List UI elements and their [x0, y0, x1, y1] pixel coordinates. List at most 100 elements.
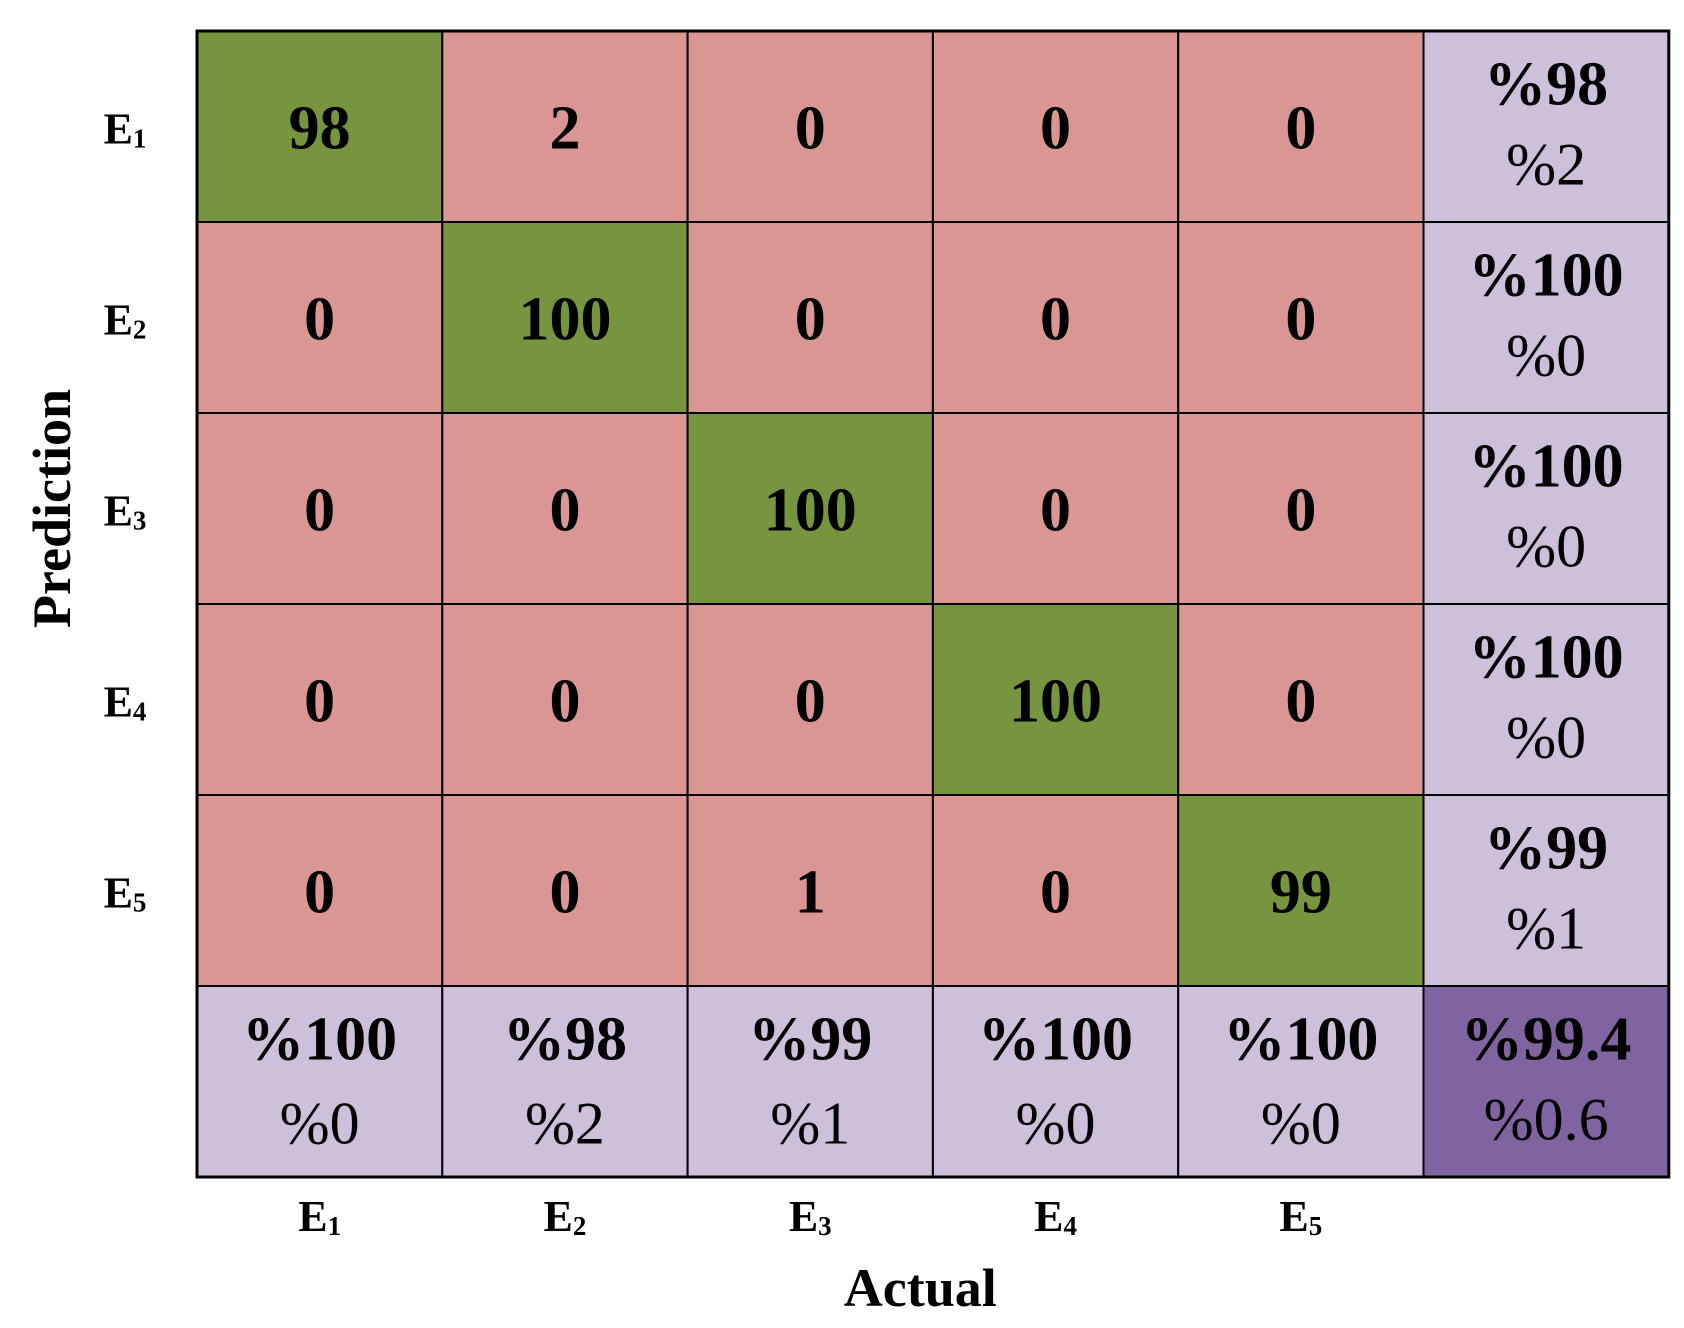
- column-summary-cell-5: [1177, 985, 1425, 1178]
- x-tick-label-3-base: E: [789, 1192, 818, 1241]
- y-tick-label-5-subscript: 5: [133, 888, 147, 918]
- x-tick-label-3-subscript: 3: [818, 1211, 832, 1241]
- row-summary-correct-4: %100: [1469, 623, 1624, 691]
- y-tick-label-2-base: E: [104, 295, 133, 344]
- row-summary-correct-3: %100: [1469, 432, 1624, 500]
- x-tick-label-2-base: E: [544, 1192, 573, 1241]
- x-tick-label-4: E4: [1034, 1192, 1077, 1242]
- matrix-value-r2-c5: 0: [1285, 286, 1316, 354]
- overall-correct: %99.4: [1461, 1005, 1632, 1073]
- matrix-value-r1-c4: 0: [1040, 95, 1071, 163]
- y-tick-label-1: E1: [104, 104, 147, 154]
- y-tick-label-2: E2: [104, 295, 147, 345]
- matrix-value-r3-c5: 0: [1285, 477, 1316, 545]
- x-tick-label-1: E1: [298, 1192, 341, 1242]
- matrix-value-r4-c5: 0: [1285, 668, 1316, 736]
- matrix-cell-r1-c4: [931, 30, 1180, 223]
- row-summary-cell-4: [1422, 603, 1670, 796]
- matrix-cell-r4-c3: [686, 603, 934, 796]
- matrix-cell-r5-c3: [686, 794, 934, 987]
- matrix-value-r2-c2: 100: [518, 286, 611, 354]
- y-tick-label-4: E4: [104, 677, 147, 727]
- matrix-cell-r4-c2: [441, 603, 689, 796]
- column-summary-cell-1: [196, 985, 444, 1178]
- row-summary-cell-2: [1422, 221, 1670, 414]
- matrix-cell-r3-c3: [686, 412, 934, 605]
- matrix-value-r1-c1: 98: [289, 95, 351, 163]
- column-summary-error-4: %0: [1016, 1091, 1096, 1157]
- column-summary-error-5: %0: [1261, 1091, 1341, 1157]
- matrix-value-r5-c3: 1: [795, 859, 826, 927]
- row-summary-correct-2: %100: [1469, 241, 1624, 309]
- x-tick-label-5-base: E: [1279, 1192, 1308, 1241]
- column-summary-correct-3: %99: [748, 1005, 872, 1073]
- matrix-cell-r1-c2: [441, 30, 689, 223]
- matrix-value-r3-c2: 0: [549, 477, 580, 545]
- row-summary-cell-3: [1422, 412, 1670, 605]
- matrix-cell-r5-c5: [1177, 794, 1425, 987]
- column-summary-correct-4: %100: [978, 1005, 1133, 1073]
- x-tick-label-2-subscript: 2: [573, 1211, 587, 1241]
- row-summary-error-4: %0: [1506, 705, 1586, 771]
- y-tick-label-2-subscript: 2: [133, 315, 147, 345]
- x-tick-label-4-subscript: 4: [1063, 1211, 1077, 1241]
- matrix-cell-r3-c5: [1177, 412, 1425, 605]
- matrix-value-r1-c2: 2: [549, 95, 580, 163]
- matrix-cell-r1-c5: [1177, 30, 1425, 223]
- matrix-value-r4-c3: 0: [795, 668, 826, 736]
- matrix-value-r3-c3: 100: [764, 477, 857, 545]
- matrix-value-r5-c2: 0: [549, 859, 580, 927]
- matrix-value-r5-c4: 0: [1040, 859, 1071, 927]
- column-summary-error-1: %0: [280, 1091, 360, 1157]
- row-summary-error-1: %2: [1506, 132, 1586, 198]
- x-axis-title: Actual: [844, 1258, 997, 1318]
- matrix-outer-border: [195, 29, 1671, 1179]
- column-summary-error-2: %2: [525, 1091, 605, 1157]
- matrix-cell-r4-c4: [931, 603, 1180, 796]
- matrix-value-r4-c2: 0: [549, 668, 580, 736]
- matrix-cell-r3-c4: [931, 412, 1180, 605]
- y-tick-label-3-subscript: 3: [133, 506, 147, 536]
- matrix-cell-r4-c5: [1177, 603, 1425, 796]
- x-tick-label-1-subscript: 1: [328, 1211, 342, 1241]
- matrix-value-r2-c1: 0: [304, 286, 335, 354]
- matrix-cell-r1-c1: [196, 30, 444, 223]
- x-tick-label-4-base: E: [1034, 1192, 1063, 1241]
- column-summary-error-3: %1: [770, 1091, 850, 1157]
- matrix-cell-r2-c1: [196, 221, 444, 414]
- matrix-value-r2-c3: 0: [795, 286, 826, 354]
- matrix-cell-r5-c2: [441, 794, 689, 987]
- row-summary-error-2: %0: [1506, 323, 1586, 389]
- y-tick-label-1-base: E: [104, 104, 133, 153]
- y-tick-label-5: E5: [104, 868, 147, 918]
- row-summary-error-3: %0: [1506, 514, 1586, 580]
- matrix-value-r1-c5: 0: [1285, 95, 1316, 163]
- x-tick-label-1-base: E: [298, 1192, 327, 1241]
- row-summary-error-5: %1: [1506, 896, 1586, 962]
- y-tick-label-4-subscript: 4: [133, 697, 147, 727]
- matrix-cell-r2-c3: [686, 221, 934, 414]
- x-tick-label-2: E2: [544, 1192, 587, 1242]
- x-tick-label-5: E5: [1279, 1192, 1322, 1242]
- overall-cell: [1422, 985, 1670, 1178]
- column-summary-correct-1: %100: [242, 1005, 397, 1073]
- matrix-cell-r2-c5: [1177, 221, 1425, 414]
- matrix-cell-r3-c2: [441, 412, 689, 605]
- y-tick-label-5-base: E: [104, 868, 133, 917]
- matrix-value-r4-c1: 0: [304, 668, 335, 736]
- y-tick-label-3-base: E: [104, 486, 133, 535]
- matrix-value-r3-c4: 0: [1040, 477, 1071, 545]
- y-tick-label-3: E3: [104, 486, 147, 536]
- row-summary-correct-1: %98: [1484, 50, 1608, 118]
- y-tick-label-4-base: E: [104, 677, 133, 726]
- row-summary-correct-5: %99: [1484, 814, 1608, 882]
- y-axis-title: Prediction: [22, 389, 82, 628]
- matrix-value-r4-c4: 100: [1009, 668, 1102, 736]
- matrix-value-r2-c4: 0: [1040, 286, 1071, 354]
- x-tick-label-3: E3: [789, 1192, 832, 1242]
- matrix-cell-r5-c1: [196, 794, 444, 987]
- column-summary-correct-2: %98: [503, 1005, 627, 1073]
- x-tick-label-5-subscript: 5: [1309, 1211, 1323, 1241]
